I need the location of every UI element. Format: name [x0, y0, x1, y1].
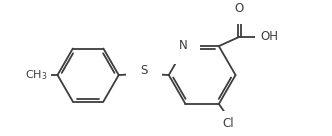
- Text: Cl: Cl: [222, 117, 234, 130]
- Text: O: O: [235, 2, 244, 15]
- Text: S: S: [140, 64, 147, 77]
- Text: OH: OH: [261, 30, 279, 43]
- Text: CH$_3$: CH$_3$: [25, 68, 47, 82]
- Text: N: N: [179, 39, 188, 52]
